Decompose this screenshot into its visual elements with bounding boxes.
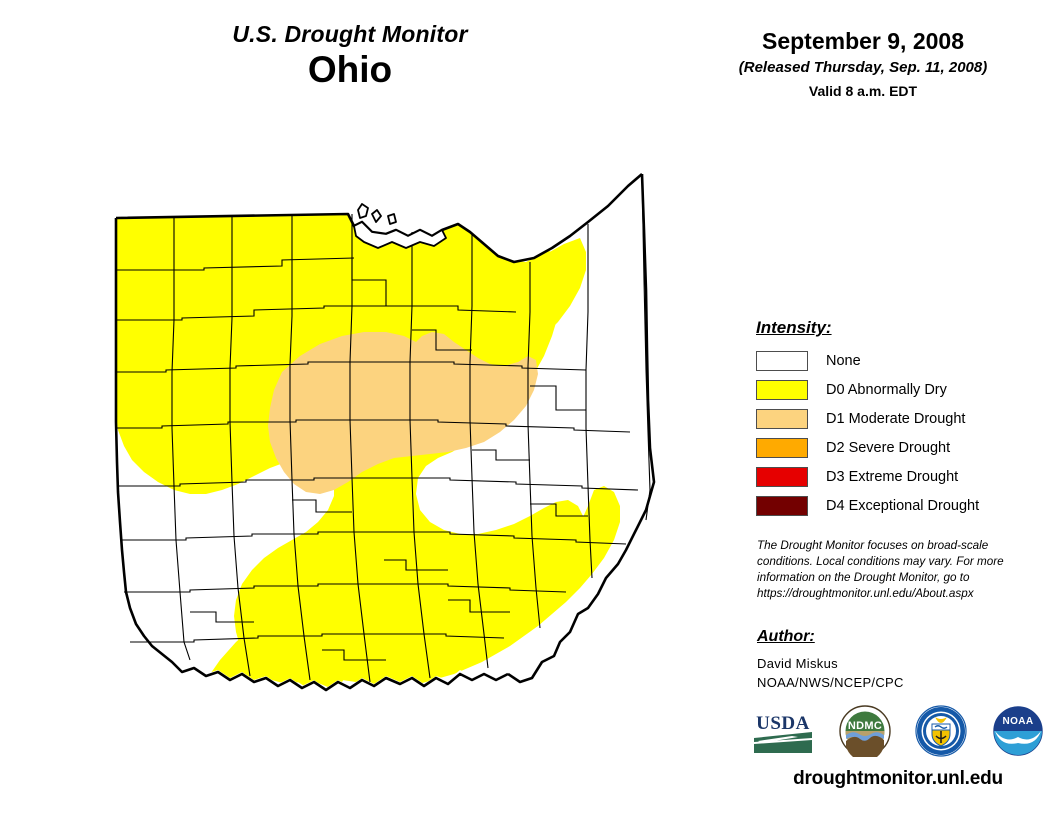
disclaimer-line-3: information on the Drought Monitor, go t… bbox=[757, 571, 970, 585]
state-title: Ohio bbox=[307, 49, 393, 91]
legend-item-d2: D2 Severe Drought bbox=[756, 434, 1046, 461]
legend-swatch-d4 bbox=[756, 495, 808, 516]
valid-date: September 9, 2008 bbox=[761, 28, 964, 54]
legend-swatch-d1 bbox=[756, 408, 808, 429]
legend-swatch-none bbox=[756, 350, 808, 371]
usda-logo: USDA bbox=[752, 707, 814, 759]
legend-label-d2: D2 Severe Drought bbox=[826, 439, 951, 456]
site-url[interactable]: droughtmonitor.unl.edu bbox=[793, 768, 1003, 789]
legend: Intensity: None D0 Abnormally Dry D1 Mod… bbox=[756, 318, 1046, 521]
legend-label-d0: D0 Abnormally Dry bbox=[826, 381, 947, 398]
ohio-drought-map bbox=[86, 160, 706, 760]
svg-text:NDMC: NDMC bbox=[848, 720, 882, 732]
valid-time: Valid 8 a.m. EDT bbox=[808, 83, 918, 100]
map-svg bbox=[86, 160, 706, 760]
title-block: U.S. Drought Monitor Ohio bbox=[0, 21, 700, 91]
author-affiliation: NOAA/NWS/NCEP/CPC bbox=[757, 674, 904, 690]
svg-text:USDA: USDA bbox=[756, 713, 810, 734]
disclaimer-url[interactable]: https://droughtmonitor.unl.edu/About.asp… bbox=[757, 587, 974, 601]
legend-swatch-d0 bbox=[756, 379, 808, 400]
date-block: September 9, 2008 (Released Thursday, Se… bbox=[688, 28, 1038, 100]
legend-item-none: None bbox=[756, 347, 1046, 374]
legend-label-d1: D1 Moderate Drought bbox=[826, 410, 966, 427]
lake-erie-detail bbox=[353, 203, 447, 249]
legend-title: Intensity: bbox=[756, 318, 832, 337]
legend-label-d4: D4 Exceptional Drought bbox=[826, 497, 980, 514]
author-title: Author: bbox=[757, 628, 815, 645]
disclaimer-line-1: The Drought Monitor focuses on broad-sca… bbox=[757, 539, 989, 552]
legend-item-d4: D4 Exceptional Drought bbox=[756, 492, 1046, 519]
disclaimer-line-2: conditions. Local conditions may vary. F… bbox=[757, 555, 1004, 569]
legend-item-d0: D0 Abnormally Dry bbox=[756, 376, 1046, 403]
legend-swatch-d2 bbox=[756, 437, 808, 458]
nws-logo bbox=[915, 704, 967, 762]
ndmc-logo: NDMC bbox=[838, 704, 891, 762]
author-block: Author: David Miskus NOAA/NWS/NCEP/CPC bbox=[757, 628, 1037, 693]
logo-strip: USDA NDMC bbox=[752, 702, 1044, 764]
legend-label-none: None bbox=[826, 352, 861, 369]
legend-label-d3: D3 Extreme Drought bbox=[826, 468, 959, 485]
author-name: David Miskus bbox=[757, 656, 838, 671]
svg-text:NOAA: NOAA bbox=[1002, 716, 1033, 727]
page-title: U.S. Drought Monitor bbox=[232, 21, 468, 47]
legend-item-d1: D1 Moderate Drought bbox=[756, 405, 1046, 432]
county-boundaries bbox=[116, 175, 651, 683]
release-date: (Released Thursday, Sep. 11, 2008) bbox=[738, 59, 988, 77]
legend-item-d3: D3 Extreme Drought bbox=[756, 463, 1046, 490]
disclaimer-text: The Drought Monitor focuses on broad-sca… bbox=[757, 538, 1029, 603]
noaa-logo: NOAA bbox=[992, 705, 1044, 762]
legend-swatch-d3 bbox=[756, 466, 808, 487]
